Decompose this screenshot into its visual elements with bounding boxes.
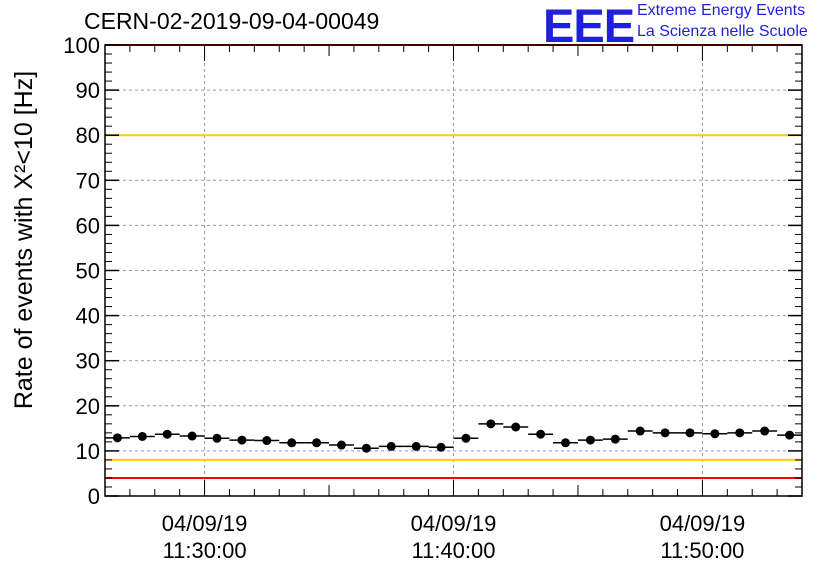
- data-point: [710, 429, 720, 439]
- run-title: CERN-02-2019-09-04-00049: [84, 8, 380, 34]
- data-point: [760, 426, 770, 436]
- data-point: [585, 435, 595, 445]
- data-point: [735, 428, 745, 438]
- data-point: [137, 431, 147, 441]
- y-axis-label: Rate of events with X²<10 [Hz]: [10, 71, 38, 409]
- data-series: [105, 419, 802, 453]
- data-point: [287, 438, 297, 448]
- x-tick-date-label: 04/09/19: [162, 511, 248, 536]
- axes: 010203040506070809010004/09/1911:30:0004…: [63, 33, 802, 563]
- data-point: [660, 428, 670, 438]
- data-point: [112, 433, 122, 443]
- data-point: [212, 433, 222, 443]
- y-tick-label: 60: [76, 213, 100, 238]
- data-point: [486, 419, 496, 429]
- data-point: [685, 428, 695, 438]
- data-point: [561, 438, 571, 448]
- x-tick-time-label: 11:40:00: [411, 538, 495, 563]
- logo-subtitle-line1: Extreme Energy Events: [637, 2, 806, 19]
- data-point: [511, 422, 521, 432]
- y-tick-label: 20: [76, 394, 100, 419]
- y-tick-label: 90: [76, 78, 100, 103]
- data-point: [312, 438, 322, 448]
- grid-layer: [105, 45, 802, 496]
- data-point: [635, 426, 645, 436]
- x-tick-date-label: 04/09/19: [411, 511, 497, 536]
- data-point: [461, 433, 471, 443]
- y-tick-label: 40: [76, 304, 100, 329]
- data-point: [610, 434, 620, 444]
- x-tick-date-label: 04/09/19: [660, 511, 746, 536]
- data-point: [785, 430, 795, 440]
- y-tick-label: 70: [76, 168, 100, 193]
- data-point: [436, 442, 446, 452]
- x-tick-time-label: 11:30:00: [163, 538, 247, 563]
- y-tick-label: 100: [63, 33, 100, 58]
- eee-logo: EEE: [543, 0, 635, 52]
- y-tick-label: 80: [76, 123, 100, 148]
- data-point: [237, 435, 247, 445]
- data-point: [411, 441, 421, 451]
- y-tick-label: 0: [88, 484, 100, 509]
- y-tick-label: 30: [76, 349, 100, 374]
- data-point: [361, 443, 371, 453]
- data-point: [336, 440, 346, 450]
- logo-subtitle-line2: La Scienza nelle Scuole: [637, 23, 808, 40]
- data-point: [162, 429, 172, 439]
- y-tick-label: 50: [76, 259, 100, 284]
- data-point: [386, 441, 396, 451]
- x-tick-time-label: 11:50:00: [660, 538, 744, 563]
- data-point: [536, 429, 546, 439]
- y-tick-label: 10: [76, 439, 100, 464]
- data-point: [187, 431, 197, 441]
- data-point: [262, 436, 272, 446]
